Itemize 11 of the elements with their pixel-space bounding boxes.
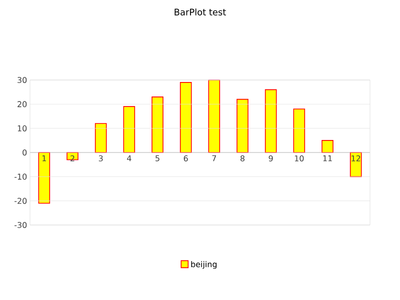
bar <box>293 108 306 153</box>
bar <box>38 152 50 204</box>
bar <box>322 140 334 153</box>
bar <box>123 106 136 153</box>
bar <box>94 123 107 153</box>
bar <box>152 96 164 153</box>
bar <box>180 82 192 153</box>
chart-title: BarPlot test <box>174 8 226 16</box>
bar <box>208 80 220 153</box>
bar <box>264 89 277 153</box>
bar <box>236 98 248 153</box>
